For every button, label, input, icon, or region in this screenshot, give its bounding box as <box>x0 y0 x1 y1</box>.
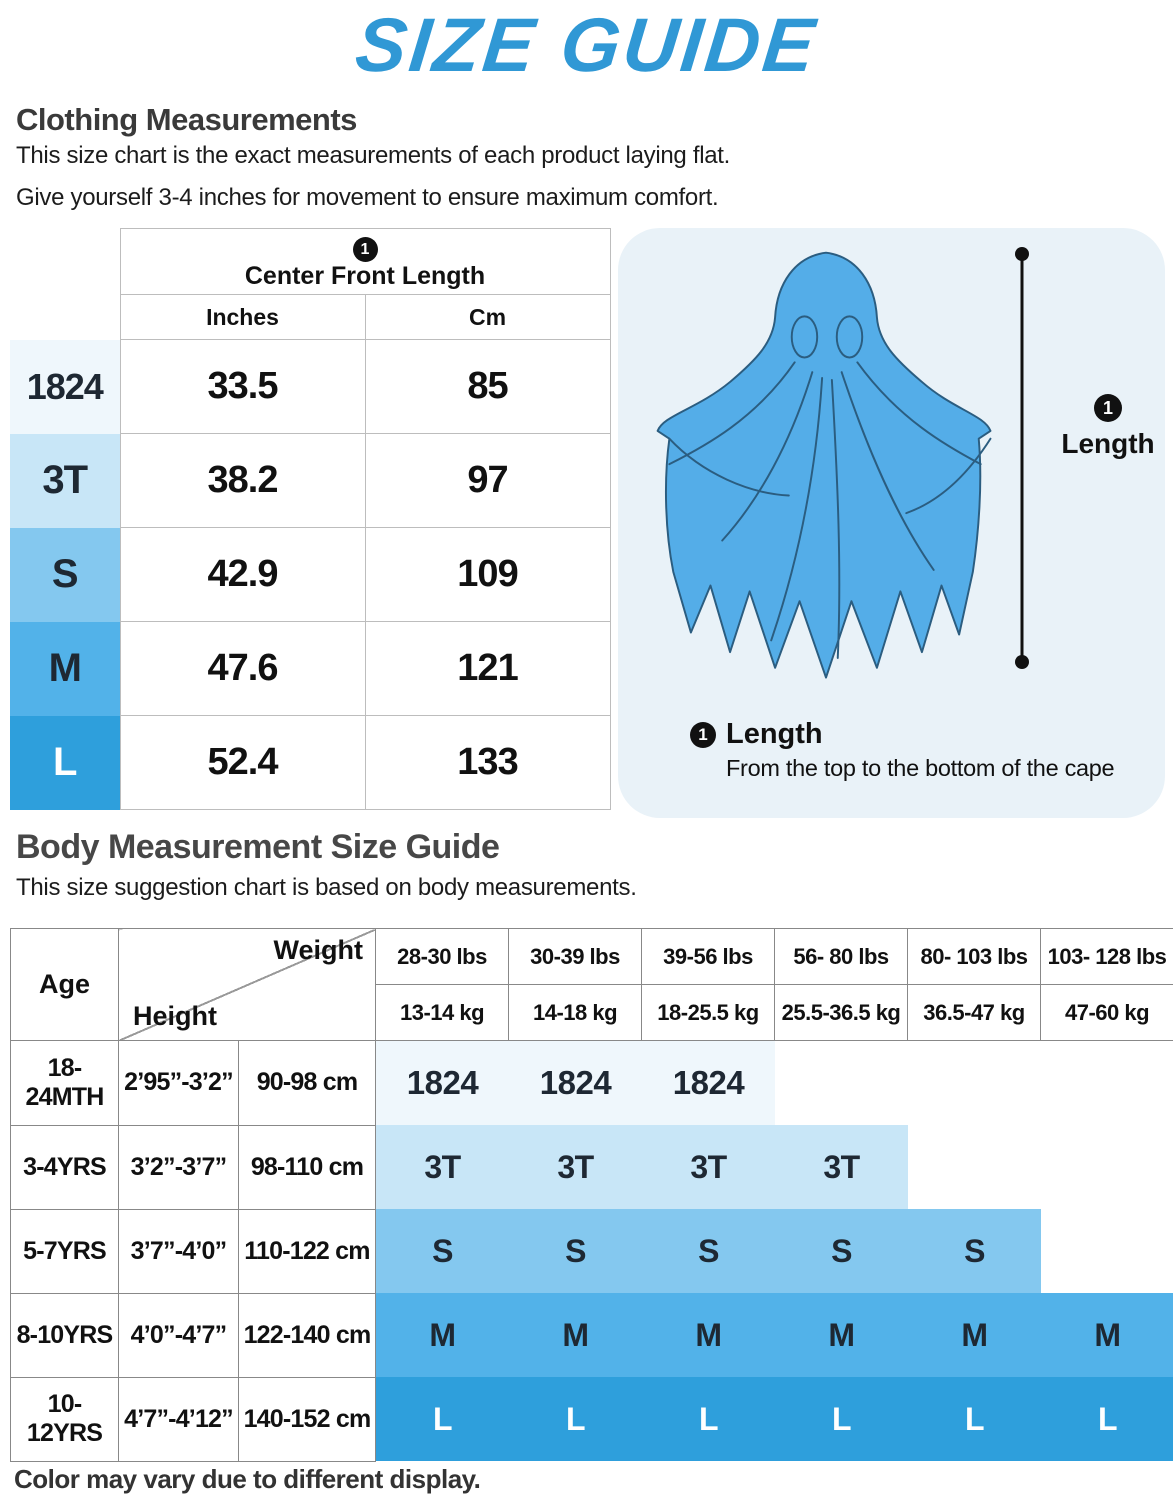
inches-value: 33.5 <box>119 339 366 434</box>
table-corner-blank <box>10 228 120 340</box>
callout-title: Length <box>726 718 823 750</box>
legend-1-marker: 1 <box>690 721 716 748</box>
cm-value: 97 <box>364 433 611 528</box>
weight-lbs-header: 30-39 lbs <box>508 928 642 985</box>
inches-column-header: Inches <box>119 294 366 340</box>
height-cm-value: 110-122 cm <box>238 1208 376 1294</box>
weight-kg-header: 36.5-47 kg <box>907 984 1041 1041</box>
size-label-m: M <box>10 621 120 716</box>
table-row: 8-10YRS 4’0”-4’7” 122-140 cm M M M M M M <box>10 1292 1173 1378</box>
age-value: 8-10YRS <box>10 1292 119 1378</box>
age-value: 3-4YRS <box>10 1124 119 1210</box>
inches-value: 52.4 <box>119 715 366 810</box>
height-ft-value: 3’2”-3’7” <box>118 1124 239 1210</box>
table-row: 10-12YRS 4’7”-4’12” 140-152 cm L L L L L… <box>10 1376 1173 1462</box>
weight-header-label: Weight <box>273 935 364 965</box>
age-value: 10-12YRS <box>10 1376 119 1462</box>
height-ft-value: 4’7”-4’12” <box>118 1376 239 1462</box>
legend-1-marker: 1 <box>352 237 378 263</box>
size-band-3t: 3T 3T 3T 3T <box>376 1125 908 1209</box>
size-band-1824: 1824 1824 1824 <box>376 1041 775 1125</box>
weight-kg-header: 14-18 kg <box>508 984 642 1041</box>
size-label-s: S <box>10 527 120 622</box>
weight-kg-header: 18-25.5 kg <box>641 984 775 1041</box>
length-side-label: 1 Length <box>1056 394 1160 460</box>
weight-lbs-header: 39-56 lbs <box>641 928 775 985</box>
height-cm-value: 140-152 cm <box>238 1376 376 1462</box>
weight-lbs-header: 28-30 lbs <box>375 928 509 985</box>
weight-lbs-header: 103- 128 lbs <box>1040 928 1173 985</box>
weight-lbs-header: 80- 103 lbs <box>907 928 1041 985</box>
center-front-length-label: Center Front Length <box>244 262 486 291</box>
inches-value: 42.9 <box>119 527 366 622</box>
weight-height-diagonal-header: Weight Height <box>118 928 376 1041</box>
cm-value: 85 <box>364 339 611 434</box>
clothing-measurements-heading: Clothing Measurements <box>16 102 357 137</box>
cm-value: 109 <box>364 527 611 622</box>
table-row: 18-24MTH 2’95”-3’2” 90-98 cm 1824 1824 1… <box>10 1040 1173 1126</box>
length-label: Length <box>1061 428 1155 459</box>
size-band-l: L L L L L L <box>376 1377 1173 1461</box>
age-value: 18-24MTH <box>10 1040 119 1126</box>
size-label-3t: 3T <box>10 433 120 528</box>
weight-kg-header: 47-60 kg <box>1040 984 1173 1041</box>
height-ft-value: 2’95”-3’2” <box>118 1040 239 1126</box>
age-column-header: Age <box>10 928 119 1041</box>
length-measure-line <box>1015 247 1029 669</box>
weight-kg-header: 25.5-36.5 kg <box>774 984 908 1041</box>
height-cm-value: 122-140 cm <box>238 1292 376 1378</box>
length-callout: 1 Length From the top to the bottom of t… <box>690 718 1115 782</box>
table-row: L 52.4 133 <box>10 715 611 810</box>
height-ft-value: 3’7”-4’0” <box>118 1208 239 1294</box>
table-row: S 42.9 109 <box>10 527 611 622</box>
callout-description: From the top to the bottom of the cape <box>726 755 1115 781</box>
body-measurement-table: Age Weight Height 28-30 lbs 30-39 lbs 39… <box>10 928 1173 1462</box>
clothing-measurements-line1: This size chart is the exact measurement… <box>16 142 731 169</box>
weight-lbs-header: 56- 80 lbs <box>774 928 908 985</box>
size-band-s: S S S S S <box>376 1209 1041 1293</box>
size-band-m: M M M M M M <box>376 1293 1173 1377</box>
age-value: 5-7YRS <box>10 1208 119 1294</box>
height-cm-value: 90-98 cm <box>238 1040 376 1126</box>
center-front-length-header: 1 Center Front Length <box>119 228 611 295</box>
height-cm-value: 98-110 cm <box>238 1124 376 1210</box>
table-row: 3T 38.2 97 <box>10 433 611 528</box>
legend-1-marker: 1 <box>1094 394 1122 422</box>
length-diagram-panel: 1 Length 1 Length From the top to the bo… <box>618 228 1165 818</box>
color-disclaimer: Color may vary due to different display. <box>14 1464 481 1494</box>
clothing-measurements-table: 1 Center Front Length Inches Cm 1824 33.… <box>10 228 611 810</box>
table-row: M 47.6 121 <box>10 621 611 716</box>
ghost-cape-illustration <box>656 251 992 679</box>
size-label-l: L <box>10 715 120 810</box>
inches-value: 38.2 <box>119 433 366 528</box>
body-measurement-heading: Body Measurement Size Guide <box>16 828 500 866</box>
height-header-label: Height <box>133 1001 217 1031</box>
size-label-1824: 1824 <box>10 339 120 434</box>
table-row: 5-7YRS 3’7”-4’0” 110-122 cm S S S S S <box>10 1208 1173 1294</box>
table-row: 3-4YRS 3’2”-3’7” 98-110 cm 3T 3T 3T 3T <box>10 1124 1173 1210</box>
table-row: 1824 33.5 85 <box>10 339 611 434</box>
cm-value: 133 <box>364 715 611 810</box>
body-measurement-subtext: This size suggestion chart is based on b… <box>16 874 637 901</box>
cm-column-header: Cm <box>364 294 611 340</box>
weight-kg-header: 13-14 kg <box>375 984 509 1041</box>
page-title: SIZE GUIDE <box>351 3 822 88</box>
inches-value: 47.6 <box>119 621 366 716</box>
height-ft-value: 4’0”-4’7” <box>118 1292 239 1378</box>
clothing-measurements-line2: Give yourself 3-4 inches for movement to… <box>16 184 719 211</box>
cm-value: 121 <box>364 621 611 716</box>
